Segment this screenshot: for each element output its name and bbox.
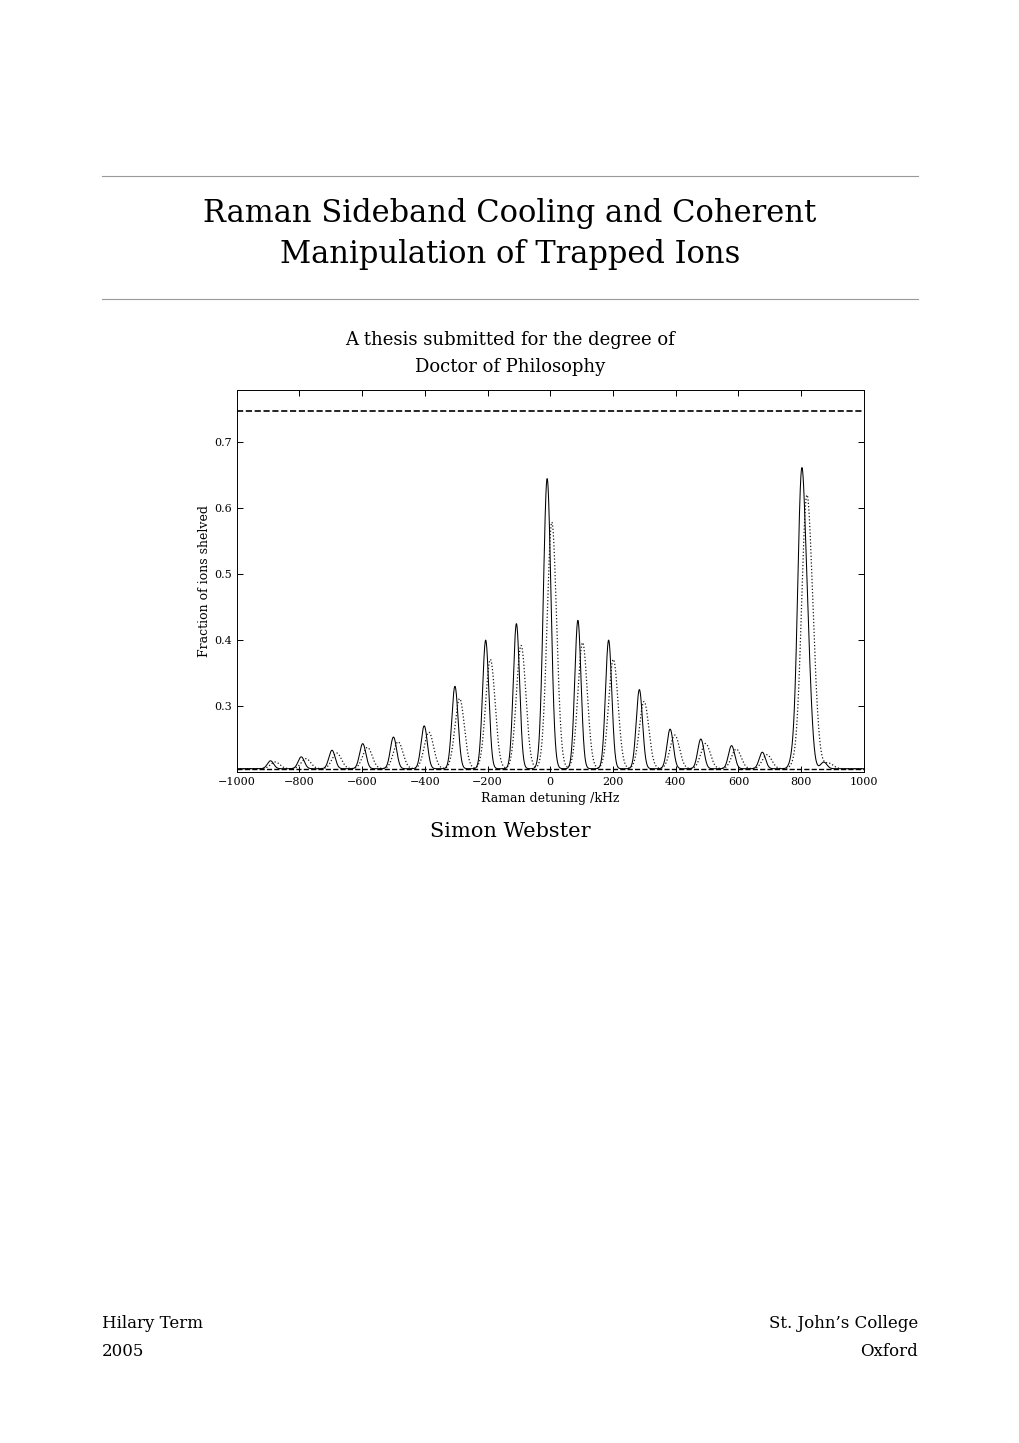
X-axis label: Raman detuning /kHz: Raman detuning /kHz	[481, 792, 619, 805]
Text: A thesis submitted for the degree of
Doctor of Philosophy: A thesis submitted for the degree of Doc…	[344, 332, 675, 375]
Text: Hilary Term
2005: Hilary Term 2005	[102, 1316, 203, 1359]
Y-axis label: Fraction of ions shelved: Fraction of ions shelved	[198, 505, 211, 657]
Text: Simon Webster: Simon Webster	[429, 821, 590, 841]
Text: Raman Sideband Cooling and Coherent
Manipulation of Trapped Ions: Raman Sideband Cooling and Coherent Mani…	[203, 198, 816, 270]
Text: St. John’s College
Oxford: St. John’s College Oxford	[768, 1316, 917, 1359]
